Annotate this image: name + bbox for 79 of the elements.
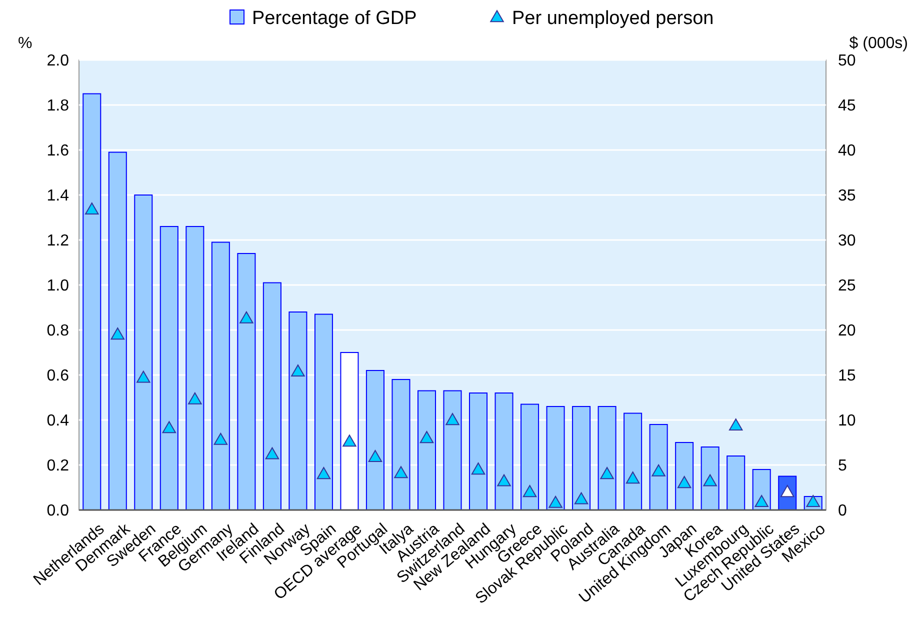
y2-tick-label: 35 [838, 188, 856, 205]
point [600, 467, 614, 480]
point [446, 413, 460, 426]
point [652, 464, 666, 476]
legend-label: Per unemployed person [512, 8, 714, 29]
bar [186, 226, 204, 510]
y2-tick-label: 10 [838, 412, 856, 430]
bar [288, 312, 308, 510]
y2-axis-title: $ (000s) [849, 35, 908, 52]
bar [262, 282, 282, 510]
point [522, 485, 537, 498]
y-tick-label: 0.6 [46, 368, 70, 385]
point [703, 474, 717, 486]
bar [211, 242, 230, 510]
point [574, 492, 588, 504]
y-tick-label: 1.6 [46, 142, 70, 160]
bar [624, 412, 642, 510]
y2-tick-label: 0 [838, 502, 847, 520]
bar [82, 93, 102, 510]
point [85, 202, 99, 214]
y-tick-label: 0.2 [46, 458, 70, 475]
y2-tick-label: 20 [838, 322, 856, 340]
point [214, 432, 228, 445]
point [677, 476, 692, 488]
bar [314, 314, 333, 510]
bar [546, 406, 565, 510]
bar [675, 442, 694, 510]
legend-label: Percentage of GDP [252, 8, 417, 29]
bar [649, 424, 668, 510]
point [316, 467, 331, 480]
point [291, 364, 305, 376]
bar [494, 392, 514, 510]
point [420, 431, 434, 444]
point [754, 494, 768, 507]
y-tick-label: 1.4 [46, 188, 70, 205]
bar [520, 404, 540, 510]
bar [108, 152, 127, 510]
y2-tick-label: 50 [838, 52, 856, 70]
bar [366, 370, 384, 510]
y-tick-label: 1.2 [46, 232, 70, 250]
point [626, 472, 640, 484]
bar [469, 392, 488, 510]
point [497, 474, 511, 486]
bar [417, 390, 436, 510]
point [548, 496, 562, 508]
point [265, 447, 280, 460]
y2-tick-label: 45 [838, 98, 856, 115]
point [394, 466, 408, 478]
y-tick-label: 1.0 [46, 278, 70, 295]
bar [443, 390, 462, 510]
bar [160, 226, 178, 510]
y2-tick-label: 5 [838, 458, 847, 475]
y-tick-label: 0.4 [46, 412, 70, 430]
y-tick-label: 0.0 [46, 502, 70, 520]
y2-tick-label: 40 [838, 142, 856, 160]
y-axis-title: % [18, 35, 32, 52]
point [368, 450, 382, 462]
bar [392, 379, 410, 510]
bar [134, 194, 153, 510]
bar [572, 406, 591, 510]
point [728, 418, 743, 430]
point [240, 311, 254, 324]
bar [726, 456, 746, 510]
bar [700, 446, 720, 510]
y-tick-label: 1.8 [46, 98, 70, 115]
y2-tick-label: 30 [838, 232, 856, 250]
point [162, 421, 176, 434]
y-tick-label: 2.0 [46, 52, 70, 70]
point [471, 462, 486, 475]
point [136, 370, 150, 383]
point [806, 494, 820, 507]
point [188, 392, 202, 404]
point [342, 434, 356, 447]
y-tick-label: 0.8 [46, 322, 70, 340]
y2-tick-label: 15 [838, 368, 856, 385]
point [110, 328, 124, 340]
bar [598, 406, 616, 510]
y2-tick-label: 25 [838, 278, 856, 295]
bar [237, 253, 256, 510]
